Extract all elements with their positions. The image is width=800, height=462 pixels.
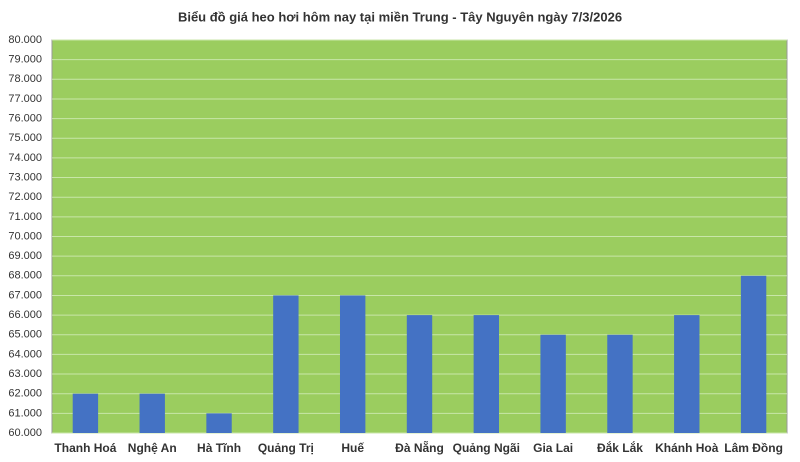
bar: [406, 315, 433, 433]
bar: [273, 295, 299, 433]
x-tick-label: Đắk Lắk: [597, 440, 643, 455]
x-tick-label: Lâm Đồng: [724, 441, 783, 455]
y-tick-label: 60.000: [8, 427, 42, 439]
bar: [674, 315, 700, 433]
y-tick-label: 76.000: [8, 113, 42, 125]
y-tick-label: 72.000: [8, 191, 42, 203]
y-tick-label: 78.000: [8, 73, 42, 85]
y-tick-label: 75.000: [8, 132, 42, 144]
bar: [72, 393, 99, 433]
bar: [540, 334, 566, 433]
x-tick-label: Quảng Trị: [258, 441, 314, 455]
x-tick-label: Khánh Hoà: [655, 441, 719, 455]
y-tick-label: 61.000: [8, 407, 42, 419]
bar: [139, 393, 165, 433]
y-tick-label: 79.000: [8, 54, 42, 66]
y-tick-label: 74.000: [8, 152, 42, 164]
y-tick-label: 80.000: [8, 34, 42, 46]
x-tick-label: Nghệ An: [128, 441, 177, 455]
chart-title: Biểu đồ giá heo hơi hôm nay tại miền Tru…: [178, 9, 622, 24]
y-tick-label: 71.000: [8, 211, 42, 223]
x-tick-label: Đà Nẵng: [395, 440, 444, 455]
x-tick-label: Quảng Ngãi: [453, 441, 520, 455]
y-tick-label: 68.000: [8, 270, 42, 282]
x-tick-label: Huế: [341, 441, 364, 455]
bar: [206, 413, 232, 433]
x-tick-label: Thanh Hoá: [54, 441, 116, 455]
x-tick-label: Hà Tĩnh: [197, 441, 241, 455]
bar: [473, 315, 500, 433]
y-tick-label: 63.000: [8, 368, 42, 380]
bar: [607, 334, 633, 433]
bar: [740, 275, 767, 433]
bar: [339, 295, 366, 433]
y-tick-label: 70.000: [8, 230, 42, 242]
x-tick-label: Gia Lai: [533, 441, 573, 455]
y-tick-label: 62.000: [8, 388, 42, 400]
y-tick-label: 73.000: [8, 171, 42, 183]
y-tick-label: 66.000: [8, 309, 42, 321]
y-tick-label: 69.000: [8, 250, 42, 262]
y-tick-label: 65.000: [8, 329, 42, 341]
y-tick-label: 64.000: [8, 348, 42, 360]
y-tick-label: 67.000: [8, 289, 42, 301]
y-tick-label: 77.000: [8, 93, 42, 105]
